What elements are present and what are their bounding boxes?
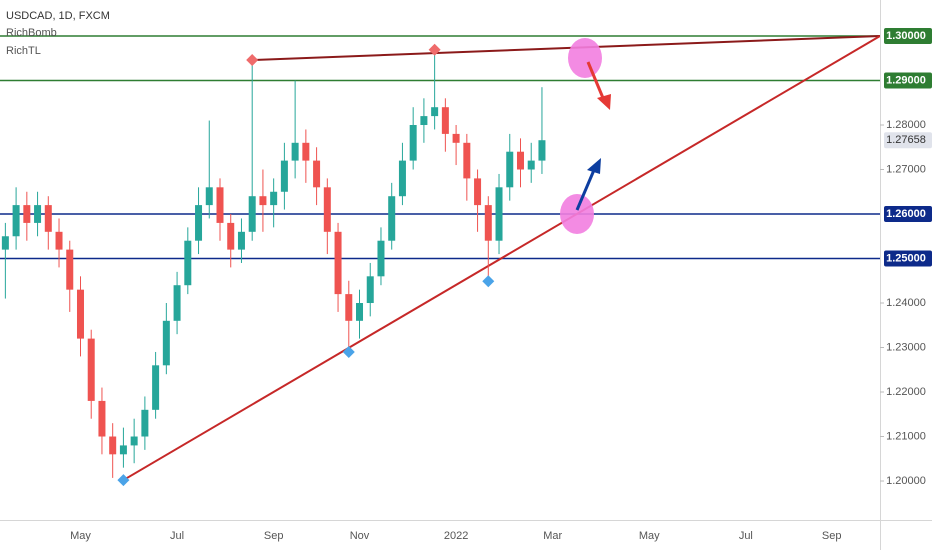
x-tick-label: 2022: [444, 530, 468, 542]
level-label-box: [884, 28, 932, 45]
candle-body: [313, 160, 321, 188]
candle-body: [1, 236, 9, 250]
candle-body: [227, 222, 235, 250]
y-tick-label: 1.24000: [886, 297, 926, 309]
candle-body: [87, 338, 95, 401]
candle-body: [463, 142, 471, 179]
candle-body: [334, 231, 342, 295]
candle-body: [119, 445, 127, 455]
plot-area: [0, 35, 881, 487]
candle-body: [538, 140, 546, 161]
pivot-marker: [342, 345, 355, 358]
up-arrow-head: [587, 158, 601, 174]
candle-body: [441, 107, 449, 134]
candle-body: [173, 285, 181, 321]
candle-body: [431, 107, 439, 117]
trendline: [122, 35, 881, 481]
candle-body: [452, 133, 460, 143]
candle-body: [506, 151, 514, 188]
level-label: 1.29000: [886, 74, 926, 86]
up-arrow: [575, 169, 596, 211]
y-tick-label: 1.21000: [886, 430, 926, 442]
x-tick-label: May: [70, 530, 91, 542]
last-price-label: 1.27658: [886, 134, 926, 146]
candle-body: [141, 409, 149, 437]
pivot-marker: [117, 474, 130, 487]
candle-body: [76, 289, 84, 339]
candle-body: [527, 160, 535, 170]
level-label-box: [884, 250, 932, 267]
level-label: 1.25000: [886, 252, 926, 264]
candle-body: [237, 231, 245, 250]
x-tick-label: May: [639, 530, 660, 542]
candle-body: [66, 249, 74, 290]
indicator-label: RichBomb: [6, 27, 57, 39]
candle-body: [420, 116, 428, 126]
candle-body: [345, 294, 353, 321]
candle-body: [195, 205, 203, 241]
down-arrow: [586, 61, 605, 99]
x-tick-label: Mar: [543, 530, 562, 542]
level-label: 1.26000: [886, 208, 926, 220]
candle-body: [130, 436, 138, 446]
y-tick-label: 1.27000: [886, 163, 926, 175]
candle-body: [484, 205, 492, 241]
down-arrow-head: [597, 94, 611, 110]
candle-body: [109, 436, 117, 455]
pivot-marker: [246, 54, 259, 67]
highlight-circle: [560, 194, 594, 234]
candle-body: [34, 205, 42, 223]
candle-body: [495, 187, 503, 241]
candle-body: [366, 276, 374, 304]
candle-body: [184, 240, 192, 286]
candle-body: [270, 191, 278, 206]
candle-body: [12, 205, 20, 237]
chart-title: USDCAD, 1D, FXCM: [6, 10, 110, 22]
trendline: [252, 35, 881, 62]
candle-body: [409, 125, 417, 161]
y-tick-label: 1.22000: [886, 386, 926, 398]
pivot-marker: [482, 275, 495, 288]
candle-body: [162, 320, 170, 366]
candle-body: [152, 365, 160, 410]
candle-body: [98, 400, 106, 437]
y-tick-label: 1.23000: [886, 341, 926, 353]
highlight-circle: [568, 38, 602, 78]
level-label: 1.30000: [886, 30, 926, 42]
candle-body: [205, 187, 213, 206]
last-price-box: [884, 132, 932, 149]
candle-body: [291, 142, 299, 161]
x-tick-label: Jul: [739, 530, 753, 542]
indicator-label: RichTL: [6, 45, 41, 57]
pivot-marker: [428, 43, 441, 56]
candle-body: [398, 160, 406, 197]
candle-body: [377, 240, 385, 277]
candle-body: [302, 142, 310, 161]
candle-body: [356, 303, 364, 321]
y-tick-label: 1.20000: [886, 475, 926, 487]
candle-body: [259, 196, 267, 206]
x-tick-label: Sep: [822, 530, 842, 542]
candle-body: [280, 160, 288, 192]
level-label-box: [884, 72, 932, 89]
candle-body: [388, 196, 396, 241]
candle-body: [474, 178, 482, 206]
candle-body: [23, 205, 31, 223]
candle-body: [55, 231, 63, 250]
candle-body: [323, 187, 331, 232]
level-label-box: [884, 206, 932, 223]
x-tick-label: Jul: [170, 530, 184, 542]
candle-body: [44, 205, 52, 232]
x-tick-label: Nov: [350, 530, 370, 542]
candle-body: [516, 151, 524, 170]
x-tick-label: Sep: [264, 530, 284, 542]
annotations: [560, 38, 611, 234]
candle-body: [216, 187, 224, 223]
y-tick-label: 1.28000: [886, 119, 926, 131]
candle-body: [248, 196, 256, 232]
